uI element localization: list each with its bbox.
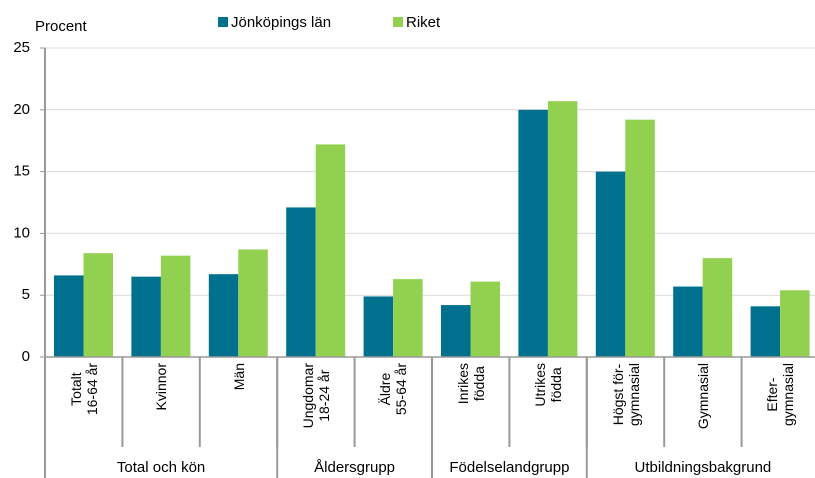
legend-swatch <box>218 17 228 27</box>
bar <box>625 119 655 357</box>
bar <box>363 296 394 357</box>
x-tick-label: Gymnasial <box>694 363 711 430</box>
y-tick-label: 5 <box>22 286 30 303</box>
bar <box>750 306 781 357</box>
bar <box>315 144 346 357</box>
bar <box>547 101 578 357</box>
bar <box>595 171 626 357</box>
bar <box>54 275 84 357</box>
x-tick-label: Inrikes födda <box>454 363 487 405</box>
group-label: Utbildningsbakgrund <box>635 459 772 476</box>
y-tick-label: 15 <box>13 163 30 180</box>
x-tick-label: Efter- gymnasial <box>764 363 797 427</box>
legend-swatch <box>393 17 403 27</box>
x-tick-label: Män <box>230 363 247 391</box>
bar <box>441 305 471 357</box>
x-tick-label: Kvinnor <box>153 363 170 411</box>
bar <box>393 279 423 357</box>
group-label: Total och kön <box>117 459 205 476</box>
bar <box>673 286 703 357</box>
x-tick-label: Högst för- gymnasial <box>609 363 642 427</box>
legend-label: Riket <box>406 14 441 31</box>
bar <box>702 258 733 357</box>
bar <box>780 290 810 357</box>
x-tick-label: Äldre 55-64 år <box>377 363 410 416</box>
x-tick-label: Ungdomar 18-24 år <box>299 363 332 429</box>
y-tick-label: 10 <box>13 224 30 241</box>
bar <box>286 207 316 357</box>
bar <box>518 109 548 357</box>
y-tick-label: 20 <box>13 101 30 118</box>
bar <box>470 281 500 357</box>
bar <box>131 276 161 357</box>
group-label: Åldersgrupp <box>314 459 395 476</box>
y-tick-label: 25 <box>13 39 30 56</box>
x-tick-label: Utrikes födda <box>532 363 565 407</box>
y-axis-label: Procent <box>35 18 88 35</box>
bar <box>208 274 239 357</box>
bar <box>83 253 113 357</box>
x-tick-label: Totalt 16-64 år <box>67 363 100 416</box>
y-tick-label: 0 <box>22 348 30 365</box>
group-label: Födelselandgrupp <box>449 459 569 476</box>
legend-label: Jönköpings län <box>231 14 331 31</box>
bar <box>238 249 268 357</box>
bar <box>160 255 191 357</box>
